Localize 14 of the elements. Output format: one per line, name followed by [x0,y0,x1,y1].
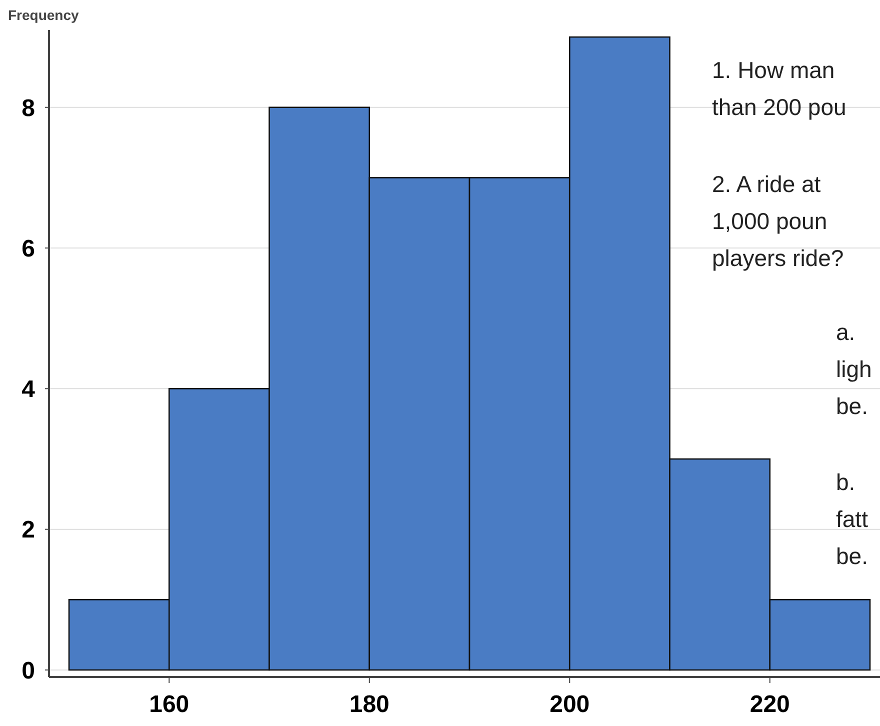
annotation: 1. How man than 200 pou [712,57,846,120]
y-tick-label: 8 [22,94,35,122]
y-tick-label: 0 [22,657,35,684]
annotation: b. fatt be. [836,469,869,569]
y-tick-label: 4 [22,376,36,404]
y-tick-label: 6 [22,235,35,262]
x-tick-label: 160 [149,691,190,718]
x-tick-label: 200 [550,691,590,718]
x-tick-label: 180 [349,691,390,718]
y-tick-label: 2 [22,516,35,544]
x-tick-label: 220 [750,691,790,718]
annotation: a. ligh be. [836,319,872,419]
annotation: 2. A ride at 1,000 poun players ride? [712,171,844,271]
y-axis-title: Frequency [8,7,80,23]
